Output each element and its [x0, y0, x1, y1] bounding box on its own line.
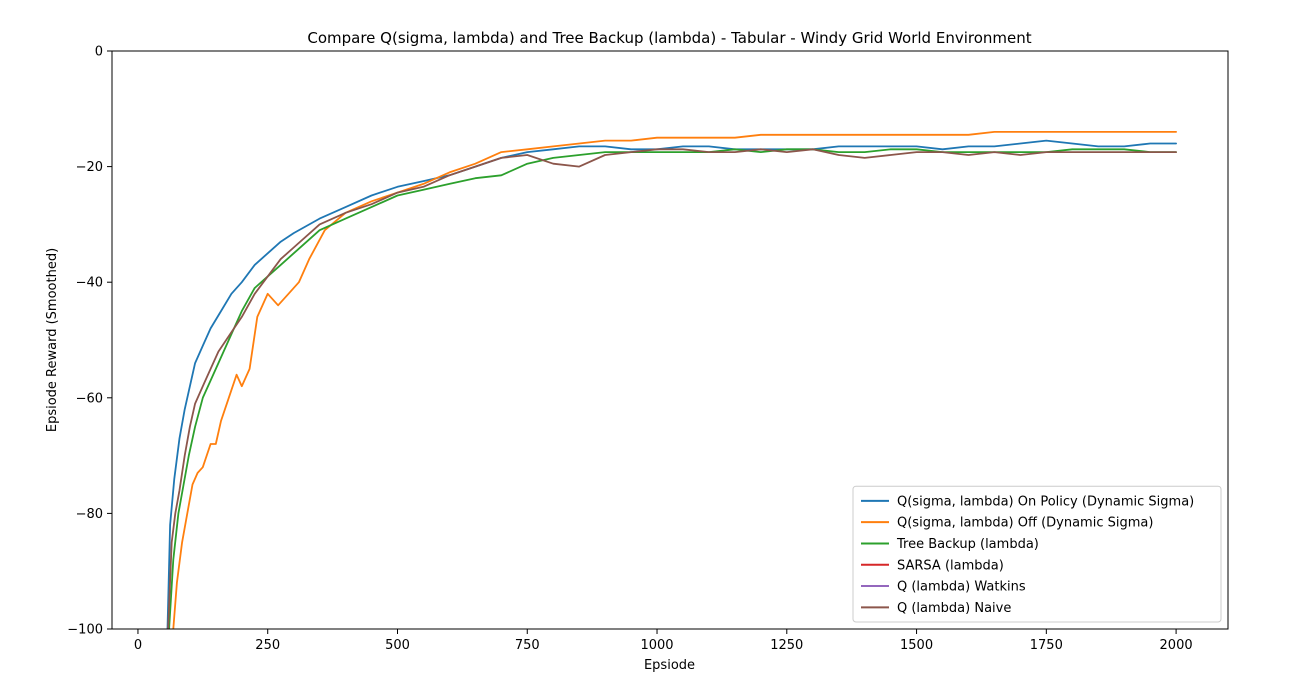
legend-box — [852, 485, 1222, 623]
series-line-2 — [168, 148, 1177, 629]
x-ticks: 0 250 500 750 1000 1250 1500 1750 2000 — [134, 629, 1193, 653]
y-tick-label: −60 — [76, 391, 103, 406]
series-line-0 — [166, 139, 1177, 629]
y-tick-label: 0 — [95, 45, 103, 60]
legend-label: Q(sigma, lambda) Off (Dynamic Sigma) — [897, 516, 1153, 531]
legend-label: Q (lambda) Watkins — [897, 580, 1026, 595]
y-tick-label: −40 — [76, 276, 103, 291]
chart-title: Compare Q(sigma, lambda) and Tree Backup… — [307, 29, 1031, 47]
y-tick-label: −80 — [76, 507, 103, 522]
x-tick-label: 1250 — [770, 638, 803, 653]
x-tick-label: 0 — [134, 638, 142, 653]
x-tick-label: 500 — [385, 638, 410, 653]
x-tick-label: 1500 — [900, 638, 933, 653]
x-tick-label: 750 — [515, 638, 540, 653]
plot-frame — [111, 50, 1229, 630]
y-tick-label: −100 — [67, 623, 103, 638]
x-tick-label: 1000 — [640, 638, 673, 653]
y-tick-label: −20 — [76, 160, 103, 175]
legend-label: SARSA (lambda) — [897, 558, 1004, 573]
legend-label: Q (lambda) Naive — [897, 601, 1011, 616]
series-line-1 — [172, 130, 1177, 629]
y-axis-label: Epsiode Reward (Smoothed) — [45, 248, 60, 432]
x-axis-label: Epsiode — [644, 658, 695, 673]
plot-lines — [166, 130, 1177, 629]
legend-label: Tree Backup (lambda) — [896, 537, 1039, 552]
y-ticks: 0 −20 −40 −60 −80 −100 — [67, 45, 112, 638]
legend: Q(sigma, lambda) On Policy (Dynamic Sigm… — [852, 485, 1222, 623]
x-tick-label: 1750 — [1030, 638, 1063, 653]
series-line-5 — [167, 148, 1177, 629]
legend-label: Q(sigma, lambda) On Policy (Dynamic Sigm… — [897, 494, 1194, 509]
x-tick-label: 250 — [255, 638, 280, 653]
x-tick-label: 2000 — [1160, 638, 1193, 653]
